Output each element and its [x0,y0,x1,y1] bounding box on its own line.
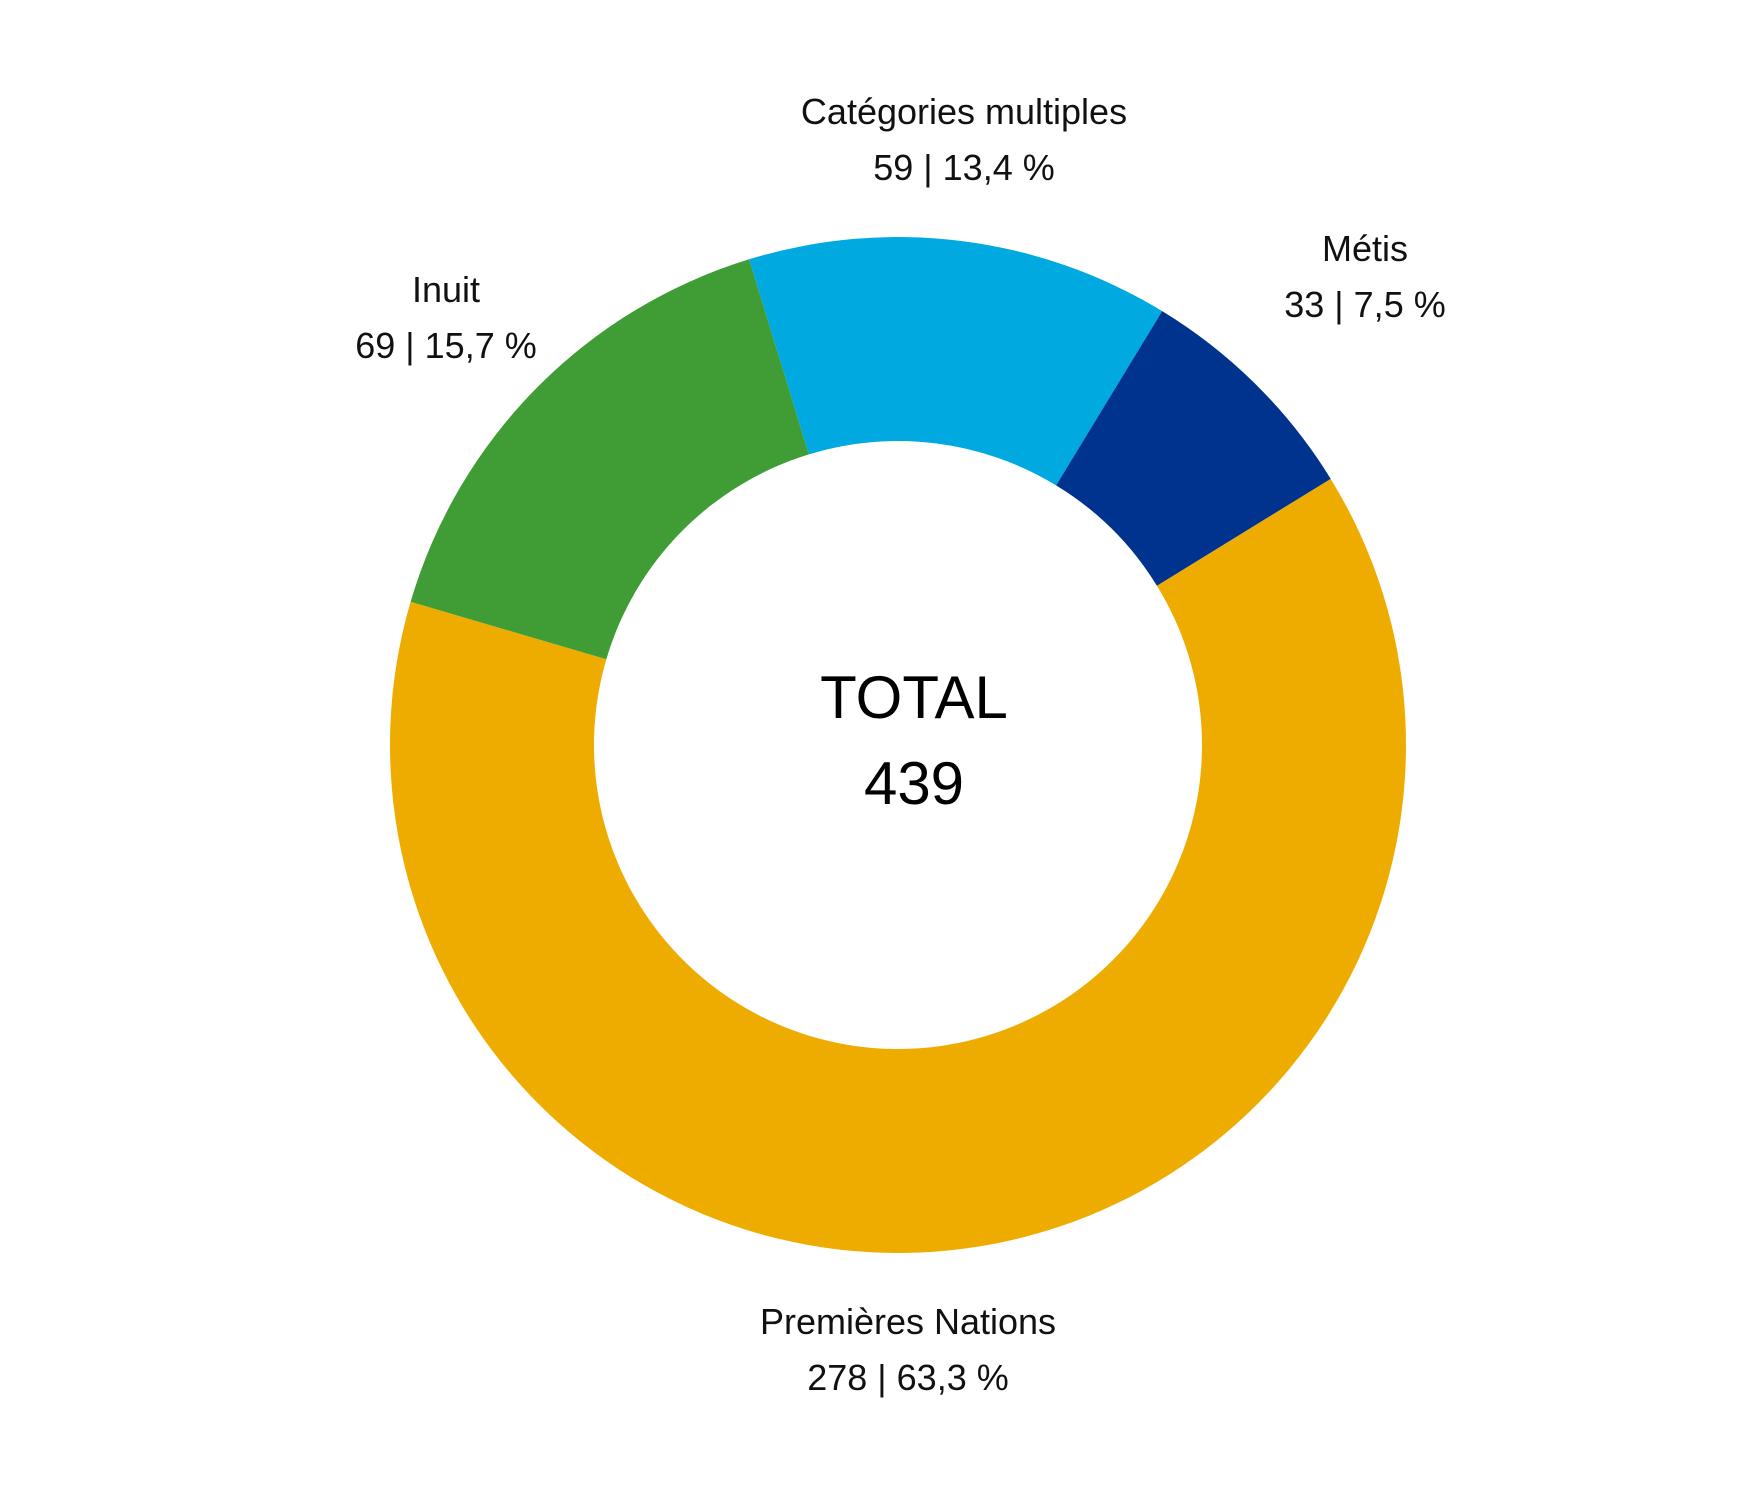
slice-premieres-nations [390,478,1406,1253]
label-metis: Métis 33 | 7,5 % [1284,221,1445,333]
slice-name: Métis [1321,228,1408,269]
slice-value: 69 | 15,7 % [355,325,537,366]
slice-name: Premières Nations [759,1301,1057,1342]
slice-metis [1056,311,1331,586]
slice-value: 278 | 63,3 % [807,1357,1009,1398]
slice-value: 59 | 13,4 % [873,147,1055,188]
center-total: TOTAL 439 [820,655,1008,827]
slice-categories-multiples [749,237,1163,486]
slice-value: 33 | 7,5 % [1284,284,1446,325]
total-title: TOTAL [820,664,1008,731]
total-value: 439 [863,750,965,817]
label-premieres-nations: Premières Nations 278 | 63,3 % [760,1294,1056,1406]
slice-name: Inuit [411,269,481,310]
slice-name: Catégories multiples [800,91,1128,132]
label-categories-multiples: Catégories multiples 59 | 13,4 % [801,84,1127,196]
label-inuit: Inuit 69 | 15,7 % [355,262,536,374]
slice-inuit [410,259,809,660]
